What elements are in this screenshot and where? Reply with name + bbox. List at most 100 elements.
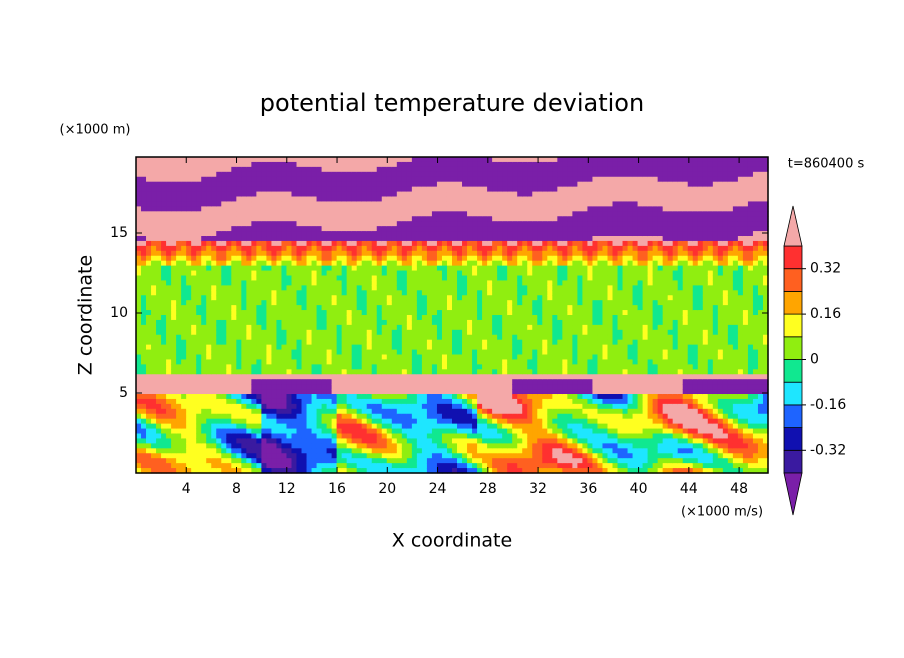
field-cell — [206, 186, 212, 193]
field-cell — [462, 334, 468, 341]
field-cell — [361, 453, 368, 459]
field-cell — [301, 310, 308, 316]
field-cell — [462, 398, 468, 405]
field-cell — [462, 300, 468, 306]
field-cell — [502, 275, 508, 282]
field-cell — [151, 240, 157, 247]
field-cell — [241, 458, 247, 464]
field-cell — [391, 236, 398, 242]
field-cell — [261, 339, 268, 346]
field-cell — [396, 300, 403, 306]
field-cell — [376, 468, 383, 474]
field-cell — [156, 418, 162, 425]
field-cell — [457, 463, 463, 469]
field-cell — [171, 334, 177, 341]
field-cell — [316, 196, 323, 203]
field-cell — [191, 339, 197, 346]
field-cell — [136, 458, 142, 464]
field-cell — [507, 280, 513, 286]
field-cell — [411, 384, 418, 390]
field-cell — [296, 260, 303, 267]
field-cell — [241, 339, 247, 346]
field-cell — [196, 344, 202, 351]
field-cell — [151, 275, 157, 282]
field-cell — [331, 285, 338, 291]
field-cell — [467, 285, 473, 291]
field-cell — [151, 468, 157, 474]
field-cell — [171, 394, 177, 400]
field-cell — [321, 359, 328, 365]
field-cell — [436, 236, 443, 242]
field-cell — [286, 161, 293, 168]
field-cell — [166, 403, 172, 410]
field-cell — [266, 453, 273, 459]
field-cell — [261, 315, 268, 321]
field-cell — [251, 181, 257, 188]
field-cell — [186, 364, 192, 370]
field-cell — [512, 443, 518, 449]
field-cell — [487, 305, 493, 311]
field-cell — [331, 324, 338, 331]
field-cell — [211, 255, 217, 262]
field-cell — [522, 354, 528, 361]
field-cell — [316, 275, 323, 282]
field-cell — [366, 413, 373, 420]
field-cell — [331, 448, 338, 454]
field-cell — [181, 384, 187, 390]
field-cell — [477, 408, 483, 415]
field-cell — [291, 364, 298, 370]
field-cell — [361, 186, 368, 193]
field-cell — [517, 211, 523, 217]
field-cell — [497, 394, 503, 400]
field-cell — [186, 245, 192, 252]
field-cell — [226, 418, 232, 425]
field-cell — [477, 161, 483, 168]
field-cell — [522, 305, 528, 311]
field-cell — [311, 319, 318, 326]
field-cell — [146, 231, 152, 237]
field-cell — [156, 468, 162, 474]
field-cell — [301, 374, 308, 380]
field-cell — [296, 329, 303, 336]
field-cell — [216, 275, 222, 282]
field-cell — [241, 398, 247, 405]
field-cell — [452, 245, 458, 252]
field-cell — [467, 280, 473, 286]
field-cell — [386, 255, 393, 262]
field-cell — [231, 250, 237, 257]
field-cell — [326, 181, 333, 188]
field-cell — [136, 403, 142, 410]
field-cell — [311, 236, 318, 242]
field-cell — [191, 389, 197, 395]
field-cell — [356, 295, 363, 301]
field-cell — [386, 369, 393, 375]
field-cell — [226, 423, 232, 430]
field-cell — [386, 334, 393, 341]
field-cell — [191, 433, 197, 440]
field-cell — [311, 408, 318, 415]
field-cell — [146, 389, 152, 395]
field-cell — [156, 280, 162, 286]
field-cell — [306, 270, 313, 277]
field-cell — [341, 221, 348, 227]
field-cell — [146, 176, 152, 183]
field-cell — [171, 319, 177, 326]
field-cell — [191, 290, 197, 296]
field-cell — [522, 285, 528, 291]
field-cell — [462, 339, 468, 346]
field-cell — [281, 394, 288, 400]
field-cell — [146, 250, 152, 257]
field-cell — [191, 176, 197, 183]
field-cell — [361, 423, 368, 430]
field-cell — [457, 290, 463, 296]
field-cell — [321, 270, 328, 277]
field-cell — [311, 206, 318, 212]
field-cell — [331, 463, 338, 469]
field-cell — [336, 260, 343, 267]
field-cell — [151, 255, 157, 262]
field-cell — [446, 428, 453, 435]
field-cell — [321, 157, 328, 163]
field-cell — [331, 236, 338, 242]
field-cell — [166, 295, 172, 301]
field-cell — [151, 394, 157, 400]
